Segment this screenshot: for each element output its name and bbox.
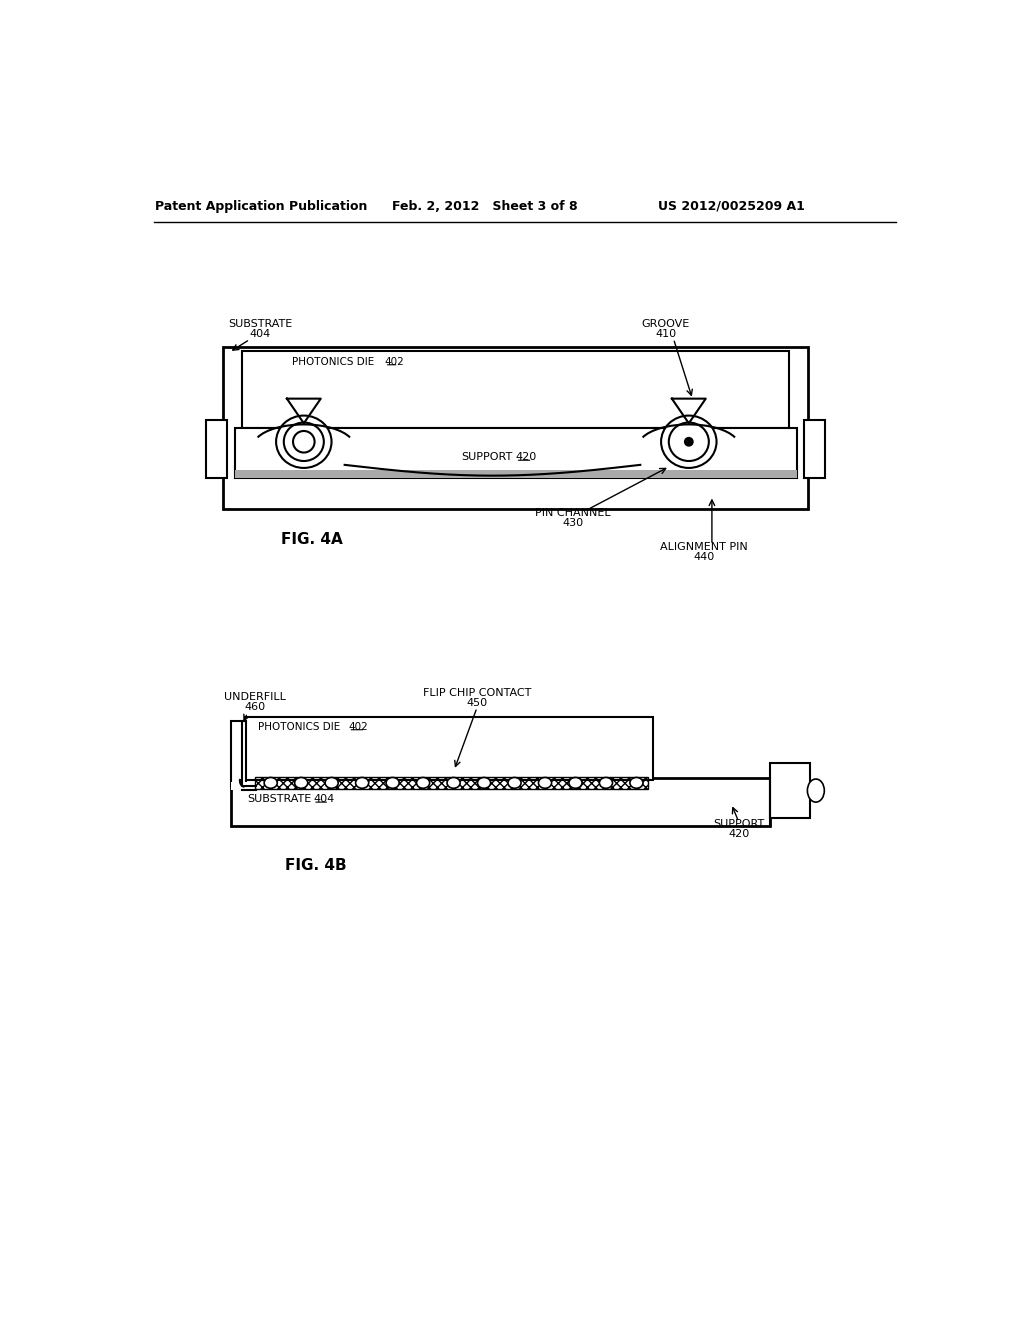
Ellipse shape <box>508 777 521 788</box>
Text: 404: 404 <box>313 795 334 804</box>
Ellipse shape <box>264 777 278 788</box>
Text: FIG. 4A: FIG. 4A <box>281 532 342 546</box>
Text: 440: 440 <box>693 552 715 562</box>
Text: 404: 404 <box>249 329 270 339</box>
Ellipse shape <box>417 777 430 788</box>
Text: 420: 420 <box>515 453 537 462</box>
Bar <box>804 420 825 478</box>
Text: ALIGNMENT PIN: ALIGNMENT PIN <box>660 543 749 552</box>
Text: PHOTONICS DIE: PHOTONICS DIE <box>258 722 340 731</box>
Ellipse shape <box>807 779 824 803</box>
Text: PIN CHANNEL: PIN CHANNEL <box>536 508 611 517</box>
Ellipse shape <box>630 777 643 788</box>
Ellipse shape <box>669 422 709 461</box>
Ellipse shape <box>599 777 612 788</box>
Ellipse shape <box>355 777 369 788</box>
Ellipse shape <box>293 430 314 453</box>
Ellipse shape <box>276 416 332 469</box>
Text: SUBSTRATE: SUBSTRATE <box>248 795 312 804</box>
Ellipse shape <box>295 777 308 788</box>
Text: 410: 410 <box>655 329 676 339</box>
Bar <box>223 347 808 508</box>
Bar <box>243 351 788 428</box>
Text: GROOVE: GROOVE <box>642 319 690 329</box>
Ellipse shape <box>539 777 552 788</box>
Text: 402: 402 <box>385 356 404 367</box>
Ellipse shape <box>477 777 490 788</box>
Bar <box>230 779 770 826</box>
Text: 460: 460 <box>245 702 266 713</box>
Bar <box>206 420 226 478</box>
Text: PHOTONICS DIE: PHOTONICS DIE <box>292 356 375 367</box>
Bar <box>230 721 246 785</box>
Ellipse shape <box>685 438 692 446</box>
Bar <box>230 781 256 789</box>
Text: 450: 450 <box>467 698 487 708</box>
Ellipse shape <box>386 777 399 788</box>
Text: FIG. 4B: FIG. 4B <box>285 858 346 873</box>
Bar <box>234 428 797 478</box>
Ellipse shape <box>325 777 338 788</box>
Text: 402: 402 <box>348 722 369 731</box>
Text: SUPPORT: SUPPORT <box>714 820 765 829</box>
Bar <box>245 717 652 780</box>
Text: 430: 430 <box>563 517 584 528</box>
Ellipse shape <box>284 422 324 461</box>
Text: SUPPORT: SUPPORT <box>462 453 513 462</box>
Text: UNDERFILL: UNDERFILL <box>224 693 287 702</box>
Ellipse shape <box>447 777 460 788</box>
Ellipse shape <box>569 777 582 788</box>
Text: 420: 420 <box>728 829 750 840</box>
Bar <box>255 776 648 789</box>
Bar <box>234 470 797 478</box>
Text: Feb. 2, 2012   Sheet 3 of 8: Feb. 2, 2012 Sheet 3 of 8 <box>392 199 578 213</box>
Text: SUBSTRATE: SUBSTRATE <box>227 319 292 329</box>
Bar <box>770 763 810 818</box>
Text: FLIP CHIP CONTACT: FLIP CHIP CONTACT <box>423 688 531 698</box>
Text: US 2012/0025209 A1: US 2012/0025209 A1 <box>657 199 805 213</box>
Text: Patent Application Publication: Patent Application Publication <box>156 199 368 213</box>
Ellipse shape <box>662 416 717 469</box>
